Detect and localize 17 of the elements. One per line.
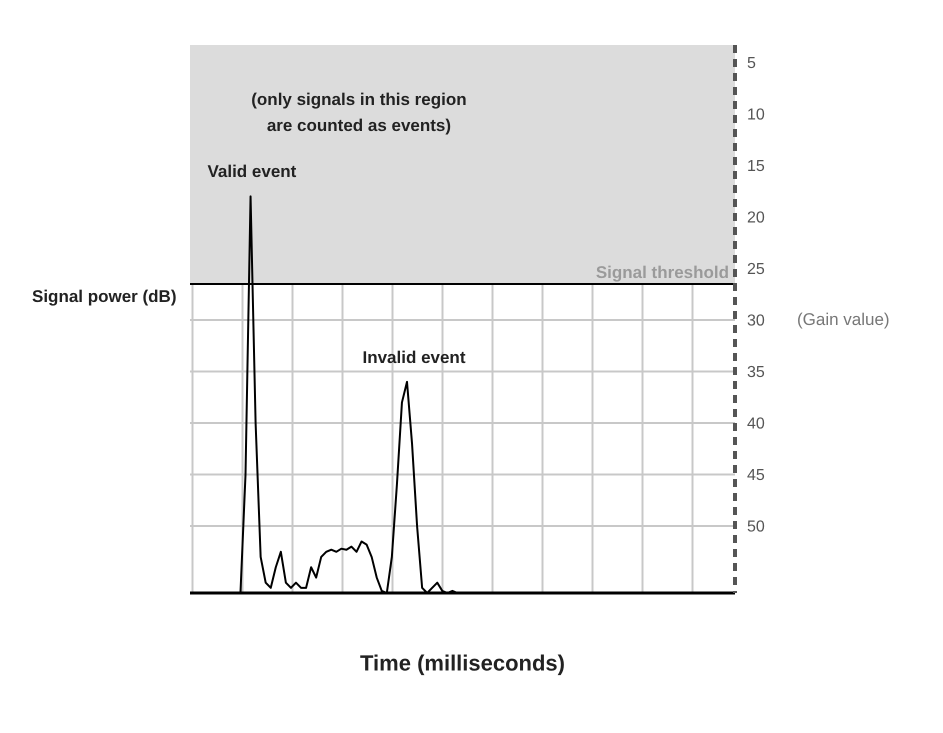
y-tick-label: 10: [747, 106, 765, 124]
y-tick-label: 5: [747, 55, 756, 72]
y-axis-title: Signal power (dB): [32, 286, 178, 308]
y-tick-label: 30: [747, 312, 765, 330]
annotation: Invalid event: [362, 348, 466, 368]
y-tick-label: 15: [747, 158, 765, 176]
band-label: (only signals in this region are counted as events): [251, 90, 467, 135]
y-tick-label: 35: [747, 364, 765, 382]
y-tick-label: 25: [747, 261, 765, 278]
text: (Gain value): [797, 310, 890, 330]
x-axis-title: Time (milliseconds): [360, 650, 565, 676]
ref-line-label: Signal threshold: [596, 262, 729, 282]
y-tick-label: 20: [747, 210, 765, 227]
annotation: Valid event: [208, 162, 296, 182]
y-tick-label: 45: [747, 467, 765, 484]
y-tick-label: 50: [747, 518, 765, 536]
y-tick-label: 40: [747, 416, 765, 433]
